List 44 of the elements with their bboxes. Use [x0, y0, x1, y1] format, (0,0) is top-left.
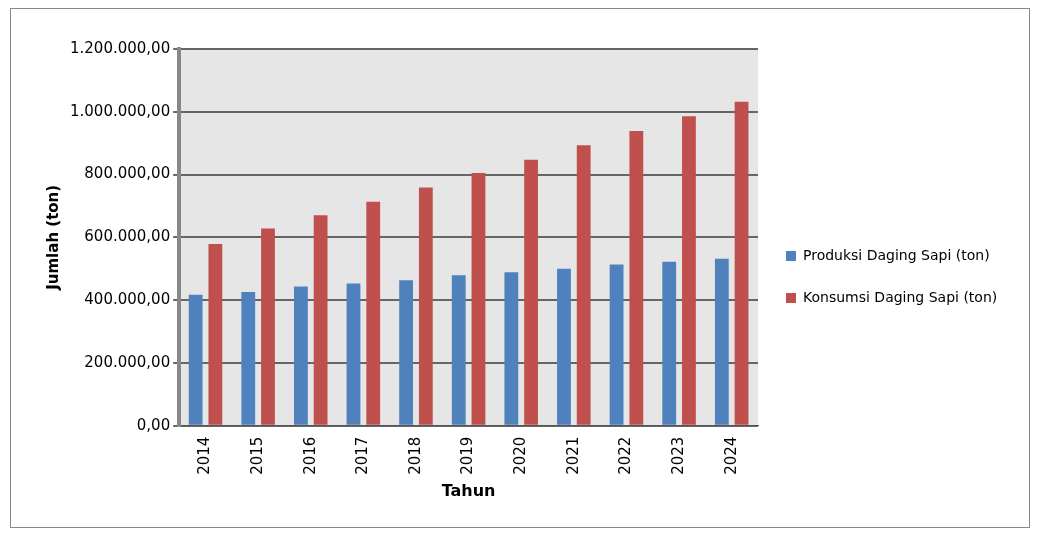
x-tick-label: 2017	[353, 436, 372, 475]
bar	[662, 261, 677, 425]
bar	[451, 275, 466, 425]
bar	[576, 145, 591, 425]
y-tick-label: 600.000,00	[84, 227, 171, 246]
bar	[188, 294, 203, 425]
x-tick-label: 2023	[668, 436, 687, 475]
x-tick-label: 2024	[721, 436, 740, 475]
bar	[261, 228, 275, 425]
bar	[682, 116, 696, 425]
bar	[504, 272, 519, 425]
bar	[399, 280, 414, 425]
y-tick-label: 200.000,00	[84, 352, 171, 371]
x-tick-label: 2020	[511, 436, 530, 475]
legend-label: Produksi Daging Sapi (ton)	[803, 246, 990, 263]
y-tick-label: 1.000.000,00	[69, 101, 171, 120]
bar	[418, 187, 433, 425]
bar	[366, 201, 381, 425]
x-tick-label: 2015	[248, 436, 267, 475]
bar	[346, 283, 361, 425]
y-tick-label: 800.000,00	[84, 164, 171, 183]
bar	[241, 291, 256, 425]
legend-label: Konsumsi Daging Sapi (ton)	[803, 288, 998, 305]
bar	[208, 243, 223, 425]
bar	[524, 159, 538, 425]
x-axis-title: Tahun	[441, 480, 496, 500]
bar	[293, 286, 308, 425]
bar	[734, 101, 749, 425]
bar	[471, 172, 486, 425]
bar	[557, 268, 571, 425]
x-tick-label: 2021	[563, 436, 582, 475]
x-tick-label: 2016	[300, 436, 319, 475]
y-tick-label: 400.000,00	[84, 289, 171, 308]
bar	[313, 215, 328, 425]
y-axis-title: Jumlah (ton)	[43, 184, 62, 291]
x-tick-label: 2018	[405, 436, 424, 475]
x-tick-label: 2014	[195, 436, 214, 475]
x-tick-label: 2019	[458, 436, 477, 475]
bar	[629, 130, 644, 425]
x-tick-label: 2022	[616, 436, 635, 475]
y-tick-label: 1.200.000,00	[69, 38, 171, 57]
bar	[714, 258, 729, 425]
y-tick-label: 0,00	[136, 415, 171, 434]
bar	[609, 264, 624, 425]
